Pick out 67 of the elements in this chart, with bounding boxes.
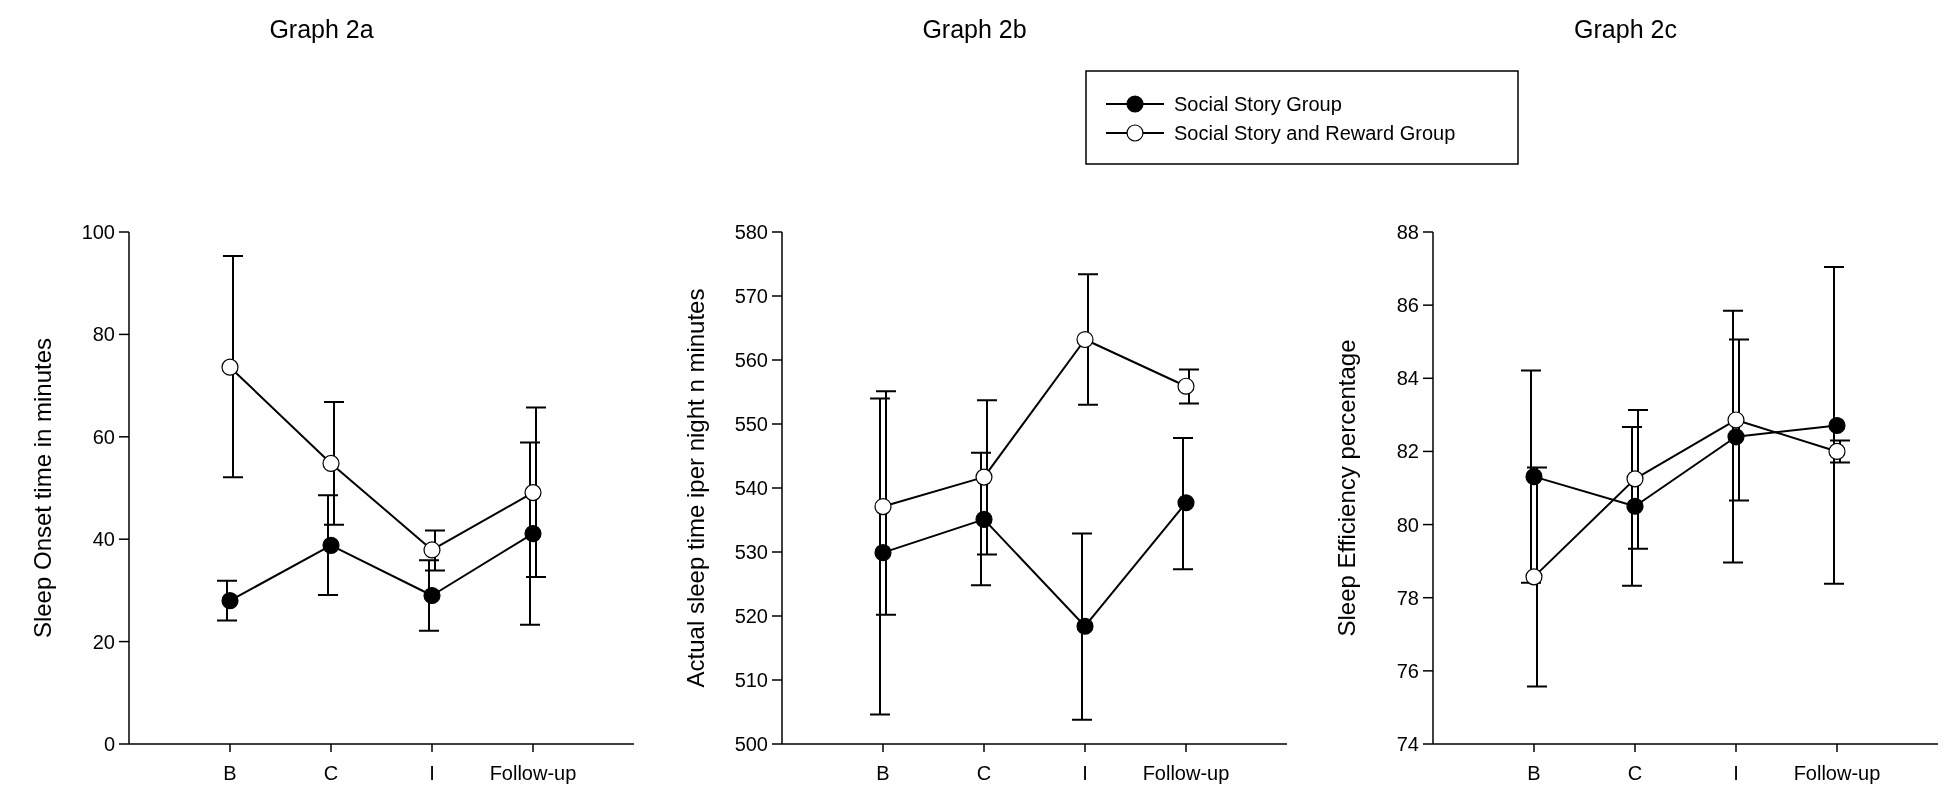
point	[874, 498, 892, 516]
point	[1076, 330, 1094, 349]
point	[1177, 377, 1195, 395]
y-tick-label: 560	[734, 349, 768, 371]
point	[975, 510, 993, 528]
x-tick-label: B	[223, 762, 237, 784]
y-tick-label: 500	[734, 733, 768, 755]
legend-label: Social Story and Reward Group	[1174, 122, 1456, 144]
x-tick-label: I	[429, 762, 435, 784]
y-tick-label: 550	[734, 413, 768, 435]
x-tick-label: Follow-up	[1142, 762, 1230, 784]
y-tick-label: 60	[92, 425, 115, 448]
point	[221, 358, 239, 376]
y-tick-label: 80	[1396, 513, 1419, 536]
y-tick-label: 88	[1396, 221, 1419, 243]
y-tick-label: 100	[81, 221, 115, 243]
y-tick-label: 510	[734, 669, 768, 691]
point	[423, 541, 441, 559]
point	[1727, 428, 1745, 446]
point	[975, 468, 993, 486]
y-tick-label: 40	[92, 528, 115, 551]
point	[1525, 468, 1543, 486]
y-tick-label: 78	[1396, 586, 1419, 609]
x-tick-label: C	[976, 762, 992, 784]
point	[1076, 617, 1094, 635]
y-tick-label: 580	[734, 221, 768, 243]
x-tick-label: C	[323, 762, 339, 784]
x-tick-label: I	[1082, 762, 1088, 784]
y-axis-title: Sleep Onset time in minutes	[29, 337, 56, 639]
y-axis-title: Sleep Efficiency percentage	[1333, 339, 1360, 637]
y-tick-label: 76	[1396, 659, 1419, 682]
point	[524, 525, 542, 543]
x-tick-label: B	[1527, 762, 1541, 784]
point	[322, 536, 340, 554]
y-axis-title: Actual sleep time iper night n minutes	[682, 288, 709, 688]
y-tick-label: 520	[734, 605, 768, 627]
y-tick-label: 0	[103, 733, 115, 755]
chart-title: Graph 2a	[269, 15, 374, 43]
legend-label: Social Story Group	[1174, 93, 1342, 115]
y-tick-label: 82	[1396, 440, 1419, 463]
point	[1626, 470, 1644, 488]
y-tick-label: 80	[92, 323, 115, 346]
y-tick-label: 20	[92, 630, 115, 653]
chart-title: Graph 2c	[1574, 15, 1677, 43]
x-tick-label: B	[876, 762, 890, 784]
x-tick-label: Follow-up	[489, 762, 577, 784]
y-tick-label: 530	[734, 541, 768, 563]
point	[1525, 568, 1543, 586]
point	[1177, 494, 1195, 512]
point	[1828, 442, 1846, 460]
y-tick-label: 84	[1396, 367, 1419, 390]
point	[423, 586, 441, 605]
point	[1626, 497, 1644, 515]
y-tick-label: 86	[1396, 294, 1419, 317]
point	[322, 454, 340, 472]
y-tick-label: 540	[734, 477, 768, 499]
chart-title: Graph 2b	[922, 15, 1027, 43]
y-tick-label: 74	[1396, 733, 1419, 755]
point	[221, 592, 239, 610]
point	[1828, 416, 1846, 435]
point	[524, 484, 542, 502]
point	[874, 544, 892, 562]
y-tick-label: 570	[734, 285, 768, 307]
x-tick-label: Follow-up	[1793, 762, 1881, 784]
point	[1727, 411, 1745, 429]
x-tick-label: I	[1733, 762, 1739, 784]
x-tick-label: C	[1627, 762, 1643, 784]
